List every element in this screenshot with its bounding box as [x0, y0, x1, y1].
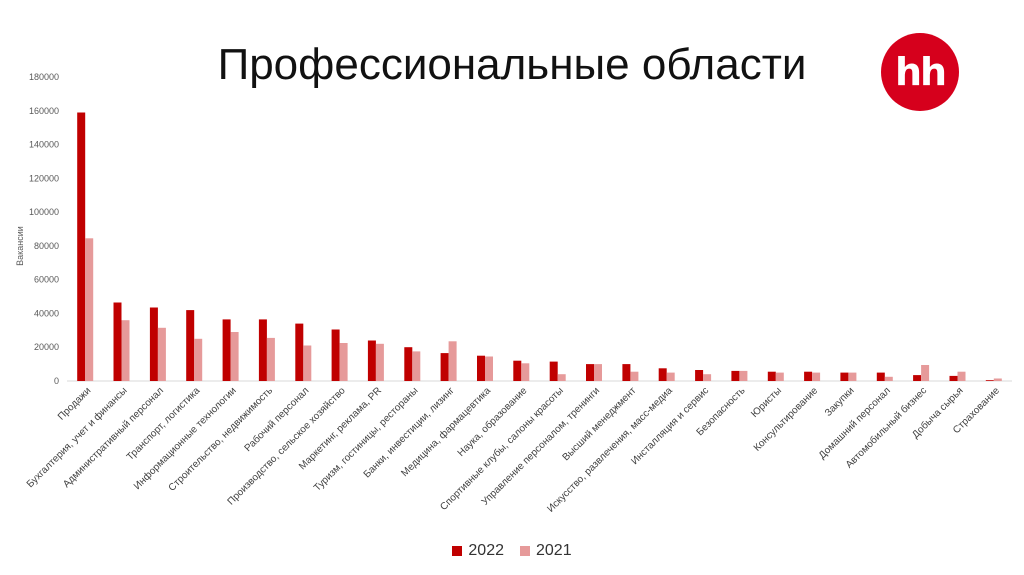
y-tick-label: 120000: [29, 173, 59, 183]
bar-2021-4: [194, 338, 203, 381]
bar-2022-19: [731, 370, 740, 381]
bar-2021-2: [121, 320, 130, 381]
y-axis: 0 20000 40000 60000 80000 100000 120000 140000 1…: [29, 72, 59, 386]
x-tick-label: Закупки: [823, 385, 857, 419]
bar-2022-11: [440, 353, 449, 381]
legend-item-2022: 2022: [452, 542, 504, 560]
y-tick-label: 0: [54, 376, 59, 386]
legend-swatch-2022: [452, 546, 463, 556]
y-tick-label: 140000: [29, 140, 59, 150]
x-tick-label: Консультирование: [752, 385, 821, 454]
y-tick-label: 40000: [34, 308, 59, 318]
bar-2021-18: [703, 374, 712, 381]
bar-2021-11: [448, 341, 457, 381]
bar-2021-19: [739, 370, 748, 381]
bar-2021-14: [557, 374, 566, 381]
bar-2022-15: [586, 364, 594, 381]
legend-item-2021: 2021: [520, 542, 572, 560]
bar-2021-10: [412, 351, 421, 381]
bar-2022-1: [77, 112, 86, 381]
bar-2021-23: [884, 376, 893, 381]
bar-2021-5: [230, 332, 239, 381]
bar-2022-25: [949, 375, 958, 381]
bar-2021-16: [630, 371, 639, 381]
bar-2021-6: [266, 337, 275, 381]
bar-2022-17: [658, 368, 667, 381]
x-tick-label: Домашний персонал: [817, 385, 893, 461]
y-tick-label: 100000: [29, 207, 59, 217]
bar-2021-25: [957, 371, 966, 381]
bar-2022-23: [876, 372, 885, 381]
legend-label-2021: 2021: [536, 542, 572, 559]
bar-2022-20: [767, 371, 776, 381]
bar-2021-15: [594, 364, 602, 381]
y-tick-label: 20000: [34, 342, 59, 352]
bar-2021-7: [303, 345, 312, 381]
bar-2021-3: [157, 327, 166, 381]
y-tick-label: 180000: [29, 72, 59, 82]
y-tick-label: 80000: [34, 241, 59, 251]
y-tick-label: 60000: [34, 275, 59, 285]
legend-swatch-2021: [520, 546, 530, 556]
bar-2022-21: [804, 371, 813, 381]
bar-2022-13: [513, 360, 522, 381]
legend: 2022 2021: [0, 542, 1024, 560]
bar-2021-8: [339, 343, 348, 381]
bar-2022-24: [913, 375, 922, 381]
bar-2022-8: [331, 329, 340, 381]
legend-label-2022: 2022: [468, 542, 504, 559]
hh-logo: hh: [881, 33, 959, 111]
bar-2021-24: [921, 365, 930, 381]
bar-2022-26: [985, 380, 994, 381]
x-tick-label: Юристы: [749, 385, 784, 420]
bar-2021-13: [521, 363, 530, 381]
page-title: Профессиональные области: [217, 40, 807, 89]
bar-2022-22: [840, 372, 849, 381]
bars: [77, 112, 1002, 381]
bar-2022-9: [367, 340, 376, 381]
bar-2022-12: [477, 355, 485, 381]
x-tick-label: Рабочий персонал: [242, 385, 312, 455]
bar-2021-22: [848, 372, 857, 381]
bar-2021-26: [993, 378, 1002, 381]
bar-2021-21: [812, 372, 821, 381]
y-axis-label: Вакансии: [15, 226, 25, 266]
bar-2022-6: [258, 319, 267, 381]
bar-2021-9: [375, 343, 384, 381]
y-tick-label: 160000: [29, 106, 59, 116]
bar-2022-4: [186, 310, 195, 381]
bar-2022-18: [695, 370, 704, 381]
bar-2022-2: [113, 302, 122, 381]
bar-2022-3: [149, 307, 158, 381]
x-tick-label: Наука, образование: [455, 384, 530, 459]
bar-2021-20: [775, 372, 784, 381]
bar-2022-14: [549, 361, 558, 381]
bar-2022-7: [295, 323, 304, 381]
bar-2021-12: [485, 356, 493, 381]
bar-2022-10: [404, 347, 413, 381]
x-tick-label: Продажи: [56, 385, 93, 422]
bar-2022-5: [222, 319, 231, 381]
bar-2021-1: [85, 238, 94, 381]
hh-logo-text: hh: [894, 50, 947, 94]
bar-2022-16: [622, 364, 631, 381]
bar-2021-17: [666, 372, 675, 381]
